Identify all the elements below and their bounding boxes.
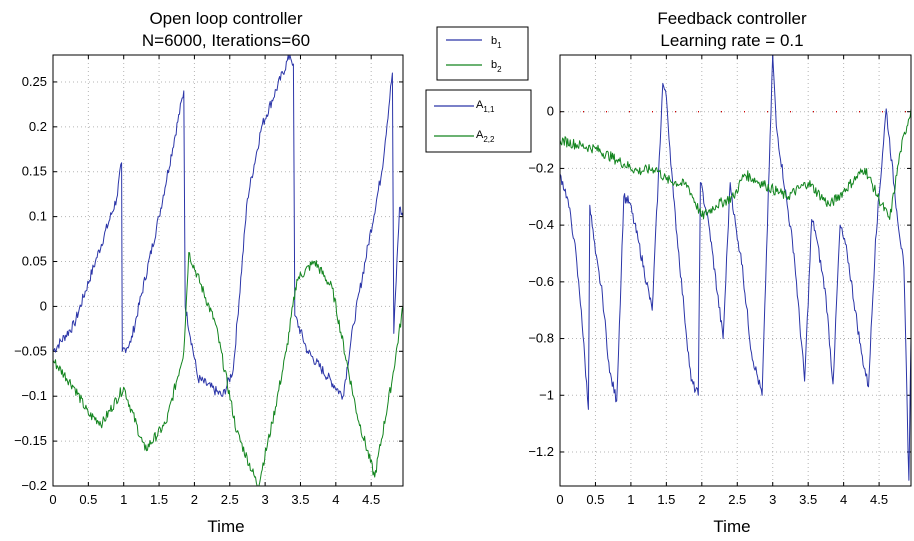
- left-series-group: [52, 54, 404, 487]
- right-chart-panel: Feedback controller Learning rate = 0.1 …: [528, 9, 912, 536]
- right-xtick-label: 1: [627, 492, 634, 507]
- right-ytick-label: −0.8: [528, 331, 554, 346]
- legend-a-box: [425, 89, 532, 153]
- right-xtick-label: 2.5: [728, 492, 746, 507]
- right-ytick-label: −1.2: [528, 444, 554, 459]
- right-xtick-label: 0: [556, 492, 563, 507]
- left-chart-panel: Open loop controller N=6000, Iterations=…: [14, 9, 404, 536]
- legend-b2-sub: 2: [497, 65, 502, 74]
- right-xtick-label: 2: [698, 492, 705, 507]
- legend-b2-name: b: [491, 59, 497, 71]
- legend-b: b1 b2: [436, 26, 529, 81]
- left-chart-subtitle: N=6000, Iterations=60: [142, 31, 310, 50]
- left-xtick-label: 1: [120, 492, 127, 507]
- right-ytick-label: 0: [547, 104, 554, 119]
- left-ytick-label: −0.1: [21, 388, 47, 403]
- left-tick-labels: 0 0.5 1 1.5 2 2.5 3 3.5 4 4.5 −0.2 −0.15 −0.1 −0.05 0 0…: [14, 55, 403, 507]
- right-ytick-label: −0.4: [528, 217, 554, 232]
- left-xtick-label: 3.5: [291, 492, 309, 507]
- left-xtick-label: 3: [262, 492, 269, 507]
- right-chart-subtitle: Learning rate = 0.1: [660, 31, 803, 50]
- left-ytick-label: 0.1: [29, 209, 47, 224]
- legend-a11-label: A1,1: [476, 99, 495, 114]
- legend-b-box: [436, 26, 529, 81]
- right-chart-title: Feedback controller: [657, 9, 807, 28]
- right-series-group: [559, 54, 912, 481]
- legend-a11-name: A: [476, 99, 484, 111]
- right-tick-labels: 0 0.5 1 1.5 2 2.5 3 3.5 4 4.5 −1.2 −1 −0.8 −0.6 −0.4 −0…: [528, 55, 911, 507]
- left-plot-frame: [52, 54, 404, 487]
- right-xtick-label: 4: [840, 492, 847, 507]
- right-ytick-label: −0.6: [528, 274, 554, 289]
- left-ytick-label: 0.05: [22, 254, 47, 269]
- legend-b2-label: b2: [491, 59, 502, 74]
- legend-a22-sub: 2,2: [483, 135, 495, 144]
- legend-a: A1,1 A2,2: [425, 89, 532, 153]
- left-ytick-label: 0: [40, 298, 47, 313]
- left-xtick-label: 2.5: [221, 492, 239, 507]
- left-ytick-label: −0.15: [14, 433, 47, 448]
- left-series-2-line: [52, 252, 404, 487]
- right-x-axis-label: Time: [713, 517, 750, 536]
- legend-b1-label: b1: [491, 35, 502, 50]
- legend-a11-sub: 1,1: [483, 105, 495, 114]
- legend-b1-name: b: [491, 35, 497, 47]
- left-xtick-label: 1.5: [150, 492, 168, 507]
- right-xtick-label: 4.5: [870, 492, 888, 507]
- legend-a22-label: A2,2: [476, 129, 495, 144]
- left-x-axis-label: Time: [207, 517, 244, 536]
- left-ytick-label: 0.25: [22, 74, 47, 89]
- right-series-1-line: [559, 54, 912, 481]
- right-gridlines: [560, 55, 911, 486]
- left-chart-title: Open loop controller: [149, 9, 302, 28]
- right-series-2-line: [559, 108, 912, 220]
- right-xtick-label: 0.5: [586, 492, 604, 507]
- right-xtick-label: 3.5: [799, 492, 817, 507]
- left-ytick-label: 0.15: [22, 164, 47, 179]
- left-xtick-label: 0: [49, 492, 56, 507]
- left-ytick-label: −0.2: [21, 478, 47, 493]
- left-ytick-label: −0.05: [14, 343, 47, 358]
- right-ytick-label: −1: [539, 387, 554, 402]
- left-xtick-label: 4: [332, 492, 339, 507]
- legend-b1-sub: 1: [497, 41, 502, 50]
- left-ytick-label: 0.2: [29, 119, 47, 134]
- right-ytick-label: −0.2: [528, 160, 554, 175]
- right-xtick-label: 3: [769, 492, 776, 507]
- left-xtick-label: 0.5: [79, 492, 97, 507]
- right-plot-frame: [559, 54, 912, 487]
- left-xtick-label: 4.5: [362, 492, 380, 507]
- right-xtick-label: 1.5: [657, 492, 675, 507]
- left-series-1-line: [52, 54, 404, 400]
- legend-a22-name: A: [476, 129, 484, 141]
- left-xtick-label: 2: [191, 492, 198, 507]
